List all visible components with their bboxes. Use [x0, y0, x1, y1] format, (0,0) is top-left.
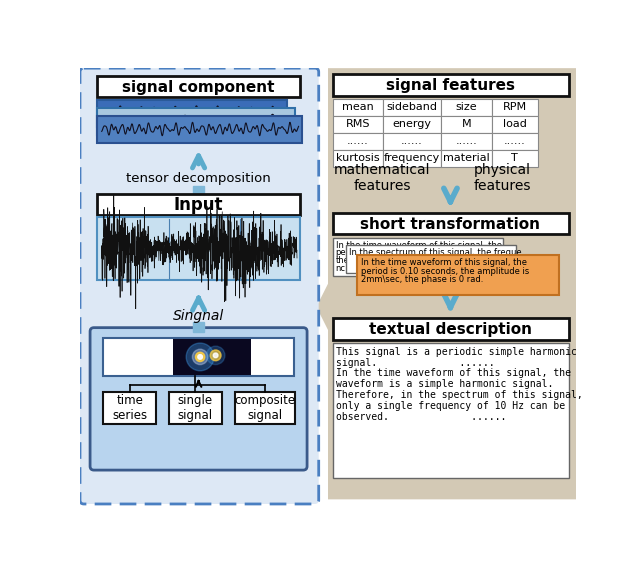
Bar [333, 133, 383, 150]
Bar [169, 391, 222, 424]
FancyBboxPatch shape [333, 74, 569, 96]
FancyBboxPatch shape [97, 217, 300, 280]
Text: size: size [456, 102, 477, 112]
Bar [333, 99, 383, 116]
Text: ......: ...... [456, 136, 477, 147]
Text: observed.              ......: observed. ...... [336, 412, 506, 421]
Text: nc: nc [336, 264, 346, 273]
Text: tensor decomposition: tensor decomposition [126, 172, 271, 185]
Text: mathematical
features: mathematical features [334, 163, 431, 193]
Text: waveform is a simple harmonic signal.: waveform is a simple harmonic signal. [336, 379, 553, 389]
FancyBboxPatch shape [97, 194, 300, 215]
Text: textual description: textual description [369, 323, 532, 337]
FancyBboxPatch shape [97, 108, 294, 135]
Text: signal.              ......: signal. ...... [336, 358, 494, 367]
Bar [492, 133, 538, 150]
Bar [193, 322, 204, 332]
Polygon shape [316, 68, 576, 499]
Bar [333, 150, 383, 167]
Text: T: T [511, 153, 518, 163]
Text: the: the [336, 256, 349, 265]
Bar [383, 150, 441, 167]
Bar [492, 116, 538, 133]
Bar [346, 245, 516, 273]
Circle shape [198, 354, 202, 359]
Text: single
signal: single signal [178, 394, 213, 421]
Bar [383, 116, 441, 133]
Text: per: per [336, 248, 350, 257]
Bar [441, 99, 492, 116]
Bar [441, 116, 492, 133]
Text: In the time waveform of this signal, the: In the time waveform of this signal, the [336, 369, 571, 378]
Text: RMS: RMS [346, 119, 370, 130]
Bar [333, 237, 503, 276]
Bar [333, 116, 383, 133]
Text: physical
features: physical features [474, 163, 531, 193]
Text: In the time waveform of this signal, the: In the time waveform of this signal, the [360, 258, 527, 268]
Text: In the time waveform of this signal, the: In the time waveform of this signal, the [336, 241, 502, 250]
FancyBboxPatch shape [97, 116, 303, 143]
Text: load: load [503, 119, 527, 130]
FancyBboxPatch shape [103, 337, 294, 376]
Circle shape [206, 346, 225, 365]
Text: material: material [443, 153, 490, 163]
Circle shape [210, 350, 221, 361]
Text: kurtosis: kurtosis [336, 153, 380, 163]
Text: energy: energy [392, 119, 431, 130]
FancyBboxPatch shape [97, 101, 287, 127]
Text: In the spectrum of this signal, the freque: In the spectrum of this signal, the freq… [349, 248, 522, 257]
Text: short transformation: short transformation [360, 217, 540, 232]
FancyBboxPatch shape [333, 213, 569, 235]
Text: M: M [461, 119, 471, 130]
Text: frequency: frequency [384, 153, 440, 163]
FancyBboxPatch shape [80, 68, 319, 504]
FancyBboxPatch shape [90, 328, 307, 470]
Text: Therefore, in the spectrum of this signal,: Therefore, in the spectrum of this signa… [336, 390, 582, 400]
Text: mean: mean [342, 102, 374, 112]
Circle shape [195, 352, 205, 361]
Text: Input: Input [174, 196, 223, 214]
Bar [333, 343, 569, 478]
Bar [492, 99, 538, 116]
Text: signal features: signal features [386, 78, 515, 93]
Bar [193, 186, 204, 195]
Bar [441, 133, 492, 150]
FancyBboxPatch shape [333, 319, 569, 340]
Text: signal component: signal component [122, 80, 275, 95]
Text: RPM: RPM [502, 102, 527, 112]
Bar [383, 133, 441, 150]
Text: This signal is a periodic simple harmonic: This signal is a periodic simple harmoni… [336, 347, 577, 357]
Circle shape [213, 353, 218, 358]
FancyBboxPatch shape [97, 76, 300, 98]
Circle shape [193, 349, 208, 365]
Text: composite
signal: composite signal [235, 394, 296, 421]
Text: ......: ...... [401, 136, 423, 147]
Bar [492, 150, 538, 167]
Text: period is 0.10 seconds, the amplitude is: period is 0.10 seconds, the amplitude is [360, 267, 529, 276]
Bar [383, 99, 441, 116]
Bar [103, 391, 156, 424]
Bar [358, 255, 559, 295]
Text: ......: ...... [504, 136, 525, 147]
Text: time
series: time series [112, 394, 147, 421]
FancyBboxPatch shape [173, 339, 250, 375]
Circle shape [186, 343, 214, 371]
Text: ......: ...... [347, 136, 369, 147]
Text: sideband: sideband [387, 102, 438, 112]
Text: 2mm\sec, the phase is 0 rad.: 2mm\sec, the phase is 0 rad. [360, 275, 483, 285]
Bar [235, 391, 296, 424]
Text: Singnal: Singnal [173, 309, 224, 323]
Text: only a single frequency of 10 Hz can be: only a single frequency of 10 Hz can be [336, 401, 565, 411]
Bar [441, 150, 492, 167]
